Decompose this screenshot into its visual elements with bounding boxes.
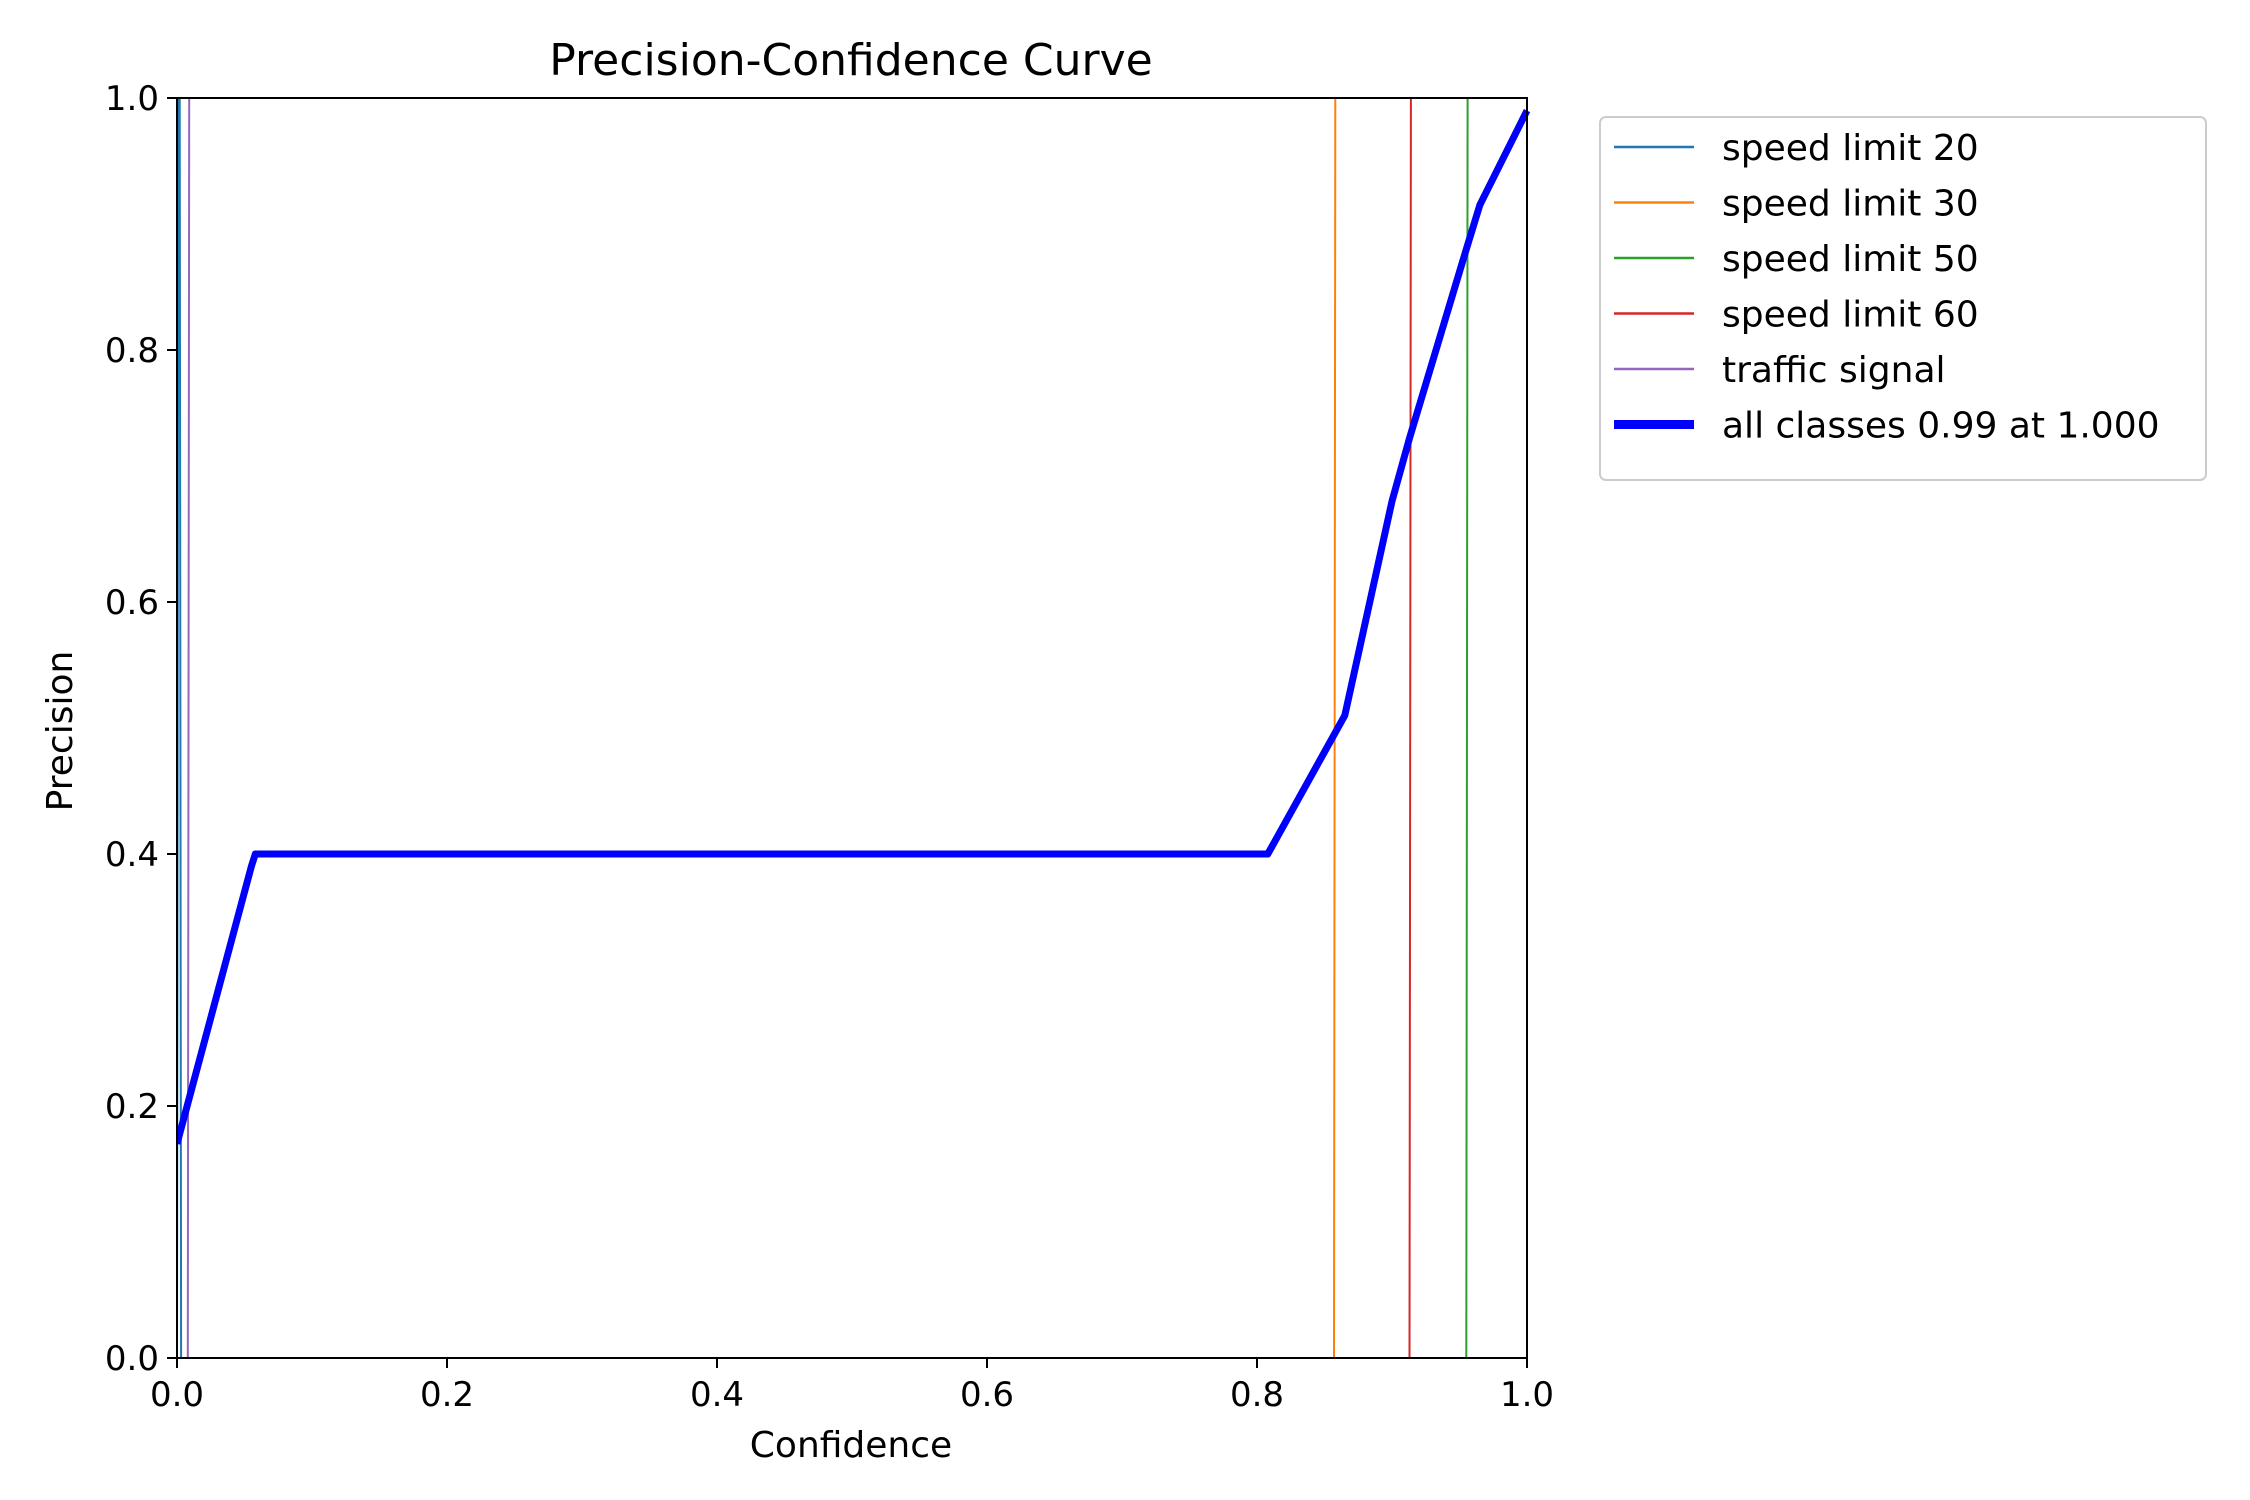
x-tick-label: 1.0 [1500,1375,1554,1415]
x-tick-label: 0.4 [690,1375,744,1415]
y-tick-label: 0.4 [105,835,159,875]
chart-title: Precision-Confidence Curve [549,35,1152,86]
axes: 0.0 0.2 0.4 0.6 0.8 1.0 0.0 0.2 0.4 0.6 0.8 1.0 [105,79,1554,1415]
legend-label-4: traffic signal [1722,350,1946,391]
y-axis-label: Precision [40,651,81,812]
legend-label-3: speed limit 60 [1722,295,1979,336]
series-line-5 [177,109,1531,1145]
legend-label-5: all classes 0.99 at 1.000 [1722,406,2160,447]
legend-box [1599,116,2207,481]
y-tick-label: 0.8 [105,331,159,371]
legend: speed limit 20 speed limit 30 speed limit … [1599,116,2207,481]
y-tick-label: 0.0 [105,1339,159,1379]
legend-label-0: speed limit 20 [1722,128,1979,169]
plot-frame [176,97,1528,1359]
x-tick-label: 0.2 [420,1375,474,1415]
x-tick-label: 0.0 [150,1375,204,1415]
y-tick-label: 0.2 [105,1087,159,1127]
x-tick-label: 0.6 [960,1375,1014,1415]
y-tick-label: 1.0 [105,79,159,119]
legend-label-1: speed limit 30 [1722,184,1979,225]
legend-label-2: speed limit 50 [1722,239,1979,280]
x-axis-label: Confidence [750,1425,952,1466]
y-tick-label: 0.6 [105,583,159,623]
x-tick-label: 0.8 [1230,1375,1284,1415]
